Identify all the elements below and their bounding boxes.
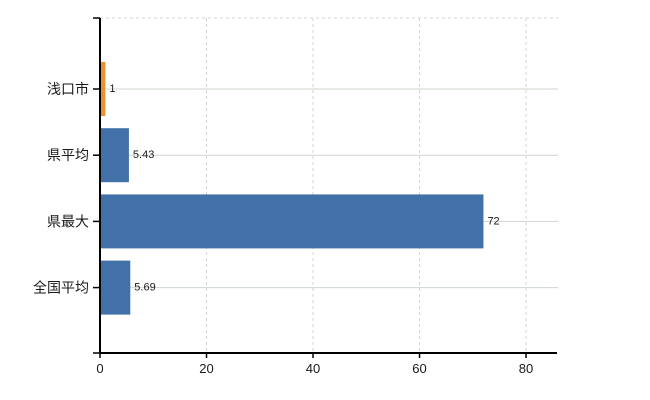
x-tick-label: 0 bbox=[96, 361, 103, 376]
value-label: 5.43 bbox=[133, 149, 154, 161]
x-tick-label: 20 bbox=[199, 361, 213, 376]
bar bbox=[101, 128, 129, 183]
value-label: 72 bbox=[487, 215, 499, 227]
bar bbox=[101, 62, 106, 116]
bar bbox=[101, 260, 131, 315]
value-label: 5.69 bbox=[134, 282, 155, 294]
x-tick-label: 40 bbox=[306, 361, 320, 376]
category-label: 浅口市 bbox=[47, 81, 89, 97]
category-label: 全国平均 bbox=[33, 280, 89, 296]
value-label: 1 bbox=[109, 83, 115, 95]
bar bbox=[101, 194, 484, 249]
category-label: 県平均 bbox=[47, 147, 89, 163]
x-tick-label: 80 bbox=[519, 361, 533, 376]
category-label: 県最大 bbox=[47, 213, 89, 229]
x-tick-label: 60 bbox=[412, 361, 426, 376]
